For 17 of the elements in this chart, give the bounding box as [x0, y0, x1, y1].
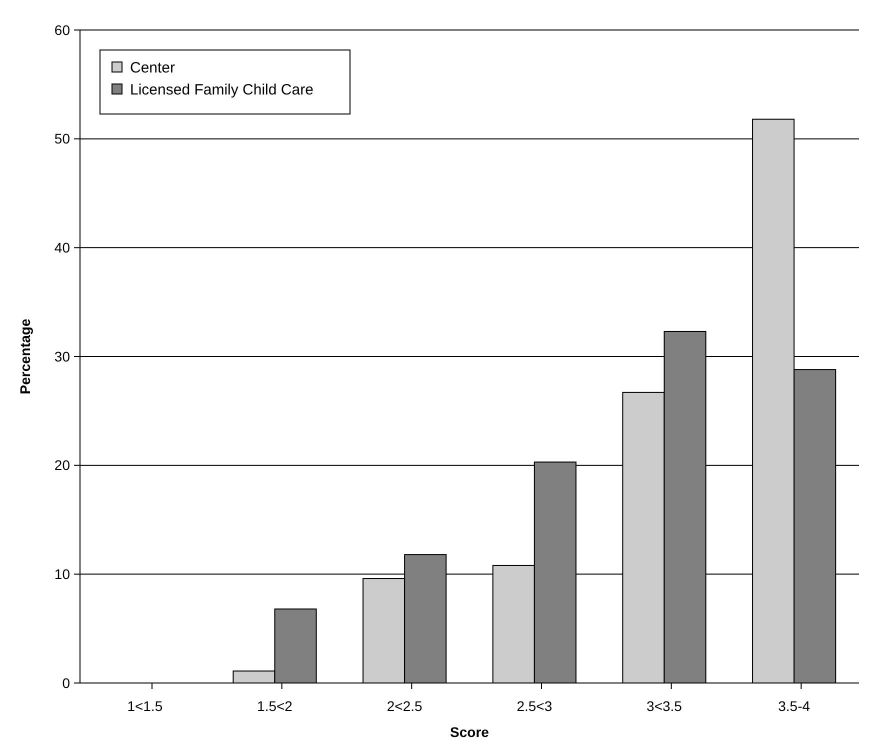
- y-tick-label: 40: [54, 240, 70, 256]
- y-tick-label: 0: [62, 674, 70, 691]
- x-tick-label: 3.5-4: [778, 698, 810, 714]
- y-tick-label: 20: [54, 457, 70, 474]
- y-tick-label: 10: [54, 566, 70, 582]
- y-axis-title: Percentage: [17, 318, 33, 394]
- x-tick-label: 3<3.5: [646, 698, 682, 714]
- y-tick-label: 50: [54, 130, 70, 147]
- x-axis-title: Score: [450, 724, 490, 740]
- x-tick-label: 2.5<3: [516, 698, 552, 714]
- y-tick-label: 30: [54, 348, 70, 364]
- x-tick-label: 1<1.5: [127, 698, 163, 714]
- legend-label: Center: [130, 59, 176, 76]
- x-tick-label: 1.5<2: [257, 698, 293, 714]
- y-tick-label: 60: [54, 22, 70, 38]
- x-tick-label: 2<2.5: [386, 698, 422, 714]
- legend-label: Licensed Family Child Care: [130, 81, 314, 98]
